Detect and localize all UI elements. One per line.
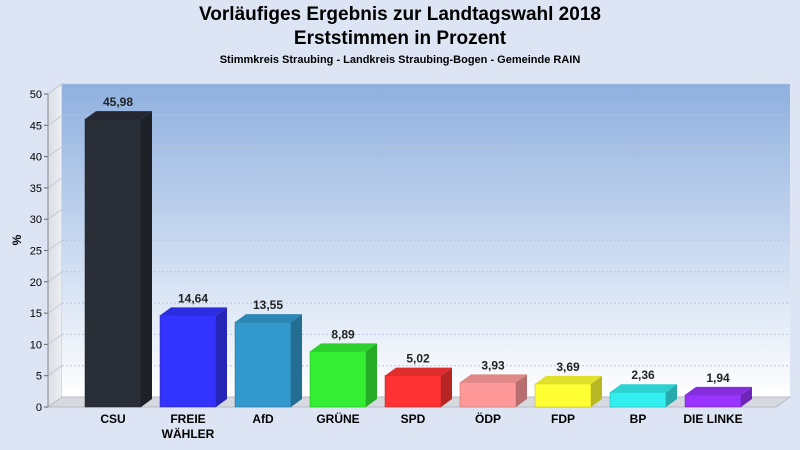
bar-side: [666, 384, 677, 407]
gridline-wall: [47, 146, 63, 158]
bars: [84, 111, 752, 408]
x-tick-label: CSU: [100, 412, 125, 426]
bar-top: [85, 111, 152, 120]
y-axis: 0 5 10 15 20 25 30 35 40 45 50: [30, 89, 49, 414]
y-tick-label: 40: [30, 152, 42, 164]
x-tick-label: FREIE: [170, 412, 205, 426]
y-tick-label: 10: [30, 339, 42, 351]
y-tick-label: 0: [36, 402, 42, 414]
bar-top: [535, 375, 602, 384]
x-tick-label: FDP: [551, 412, 575, 426]
bar-front: [159, 315, 217, 408]
bar: [159, 307, 227, 408]
y-tick-label: 20: [30, 277, 42, 289]
gridline-wall: [47, 333, 63, 345]
gridline-wall: [47, 177, 63, 189]
gridline-wall: [47, 114, 63, 126]
bar-side: [741, 386, 752, 407]
gridline-wall: [47, 365, 63, 377]
data-label: 3,69: [556, 360, 580, 374]
x-tick-label: SPD: [401, 412, 426, 426]
bar-top: [685, 386, 752, 395]
bar: [534, 375, 602, 408]
chart-title: Vorläufiges Ergebnis zur Landtagswahl 20…: [199, 4, 601, 25]
bar-top: [235, 314, 302, 323]
x-tick-label: AfD: [252, 412, 274, 426]
x-tick-label: BP: [630, 412, 647, 426]
bar: [384, 367, 452, 408]
bar: [309, 343, 377, 408]
bar-front: [234, 321, 292, 408]
bar-side: [291, 314, 302, 407]
bar-side: [441, 367, 452, 407]
y-tick-label: 35: [30, 183, 42, 195]
gridline-wall: [47, 208, 63, 220]
bar-top: [460, 374, 527, 383]
y-tick-label: 30: [30, 214, 42, 226]
y-tick-label: 25: [30, 246, 42, 258]
data-label: 2,36: [631, 368, 655, 382]
bar: [609, 384, 677, 408]
bar-top: [385, 367, 452, 376]
bar-front: [609, 391, 667, 408]
x-tick-label: GRÜNE: [316, 411, 359, 426]
data-label: 8,89: [331, 327, 355, 341]
x-tick-label: ÖDP: [475, 411, 501, 426]
x-tick-label: DIE LINKE: [683, 412, 742, 426]
y-axis-label: %: [10, 234, 24, 245]
bar-top: [160, 307, 227, 316]
data-label: 5,02: [406, 352, 430, 366]
bar-side: [591, 375, 602, 407]
y-tick-label: 45: [30, 120, 42, 132]
chart-region: Stimmkreis Straubing - Landkreis Straubi…: [219, 54, 581, 66]
bar: [684, 386, 752, 408]
bar: [234, 314, 302, 408]
bar-front: [534, 383, 592, 408]
bar: [459, 374, 527, 408]
bar-side: [141, 111, 152, 408]
bar: [84, 111, 152, 408]
gridline-wall: [47, 240, 63, 251]
data-label: 14,64: [178, 291, 208, 305]
value-labels: 45,98 14,64 13,55 8,89 5,02 3,93 3,69 2,36 1,94: [103, 95, 730, 385]
bar-top: [610, 384, 677, 393]
bar-front: [384, 375, 442, 408]
bar-side: [216, 307, 227, 407]
chart-subtitle: Erststimmen in Prozent: [293, 28, 507, 49]
y-tick-label: 50: [30, 89, 42, 101]
y-tick-label: 5: [36, 371, 42, 383]
x-tick-label: WÄHLER: [162, 426, 215, 441]
gridline-wall: [47, 271, 63, 283]
bar-front: [309, 351, 367, 408]
data-label: 1,94: [706, 371, 730, 385]
gridline-wall: [47, 302, 63, 314]
bar-front: [459, 382, 517, 408]
bar-front: [684, 394, 742, 408]
y-tick-label: 15: [30, 308, 42, 320]
bar-side: [366, 343, 377, 407]
data-label: 45,98: [103, 95, 133, 109]
data-label: 3,93: [481, 358, 505, 372]
bar-top: [310, 343, 377, 352]
data-label: 13,55: [253, 298, 283, 312]
bar-front: [84, 118, 142, 408]
gridline-wall: [47, 83, 63, 95]
bar-side: [516, 374, 527, 407]
